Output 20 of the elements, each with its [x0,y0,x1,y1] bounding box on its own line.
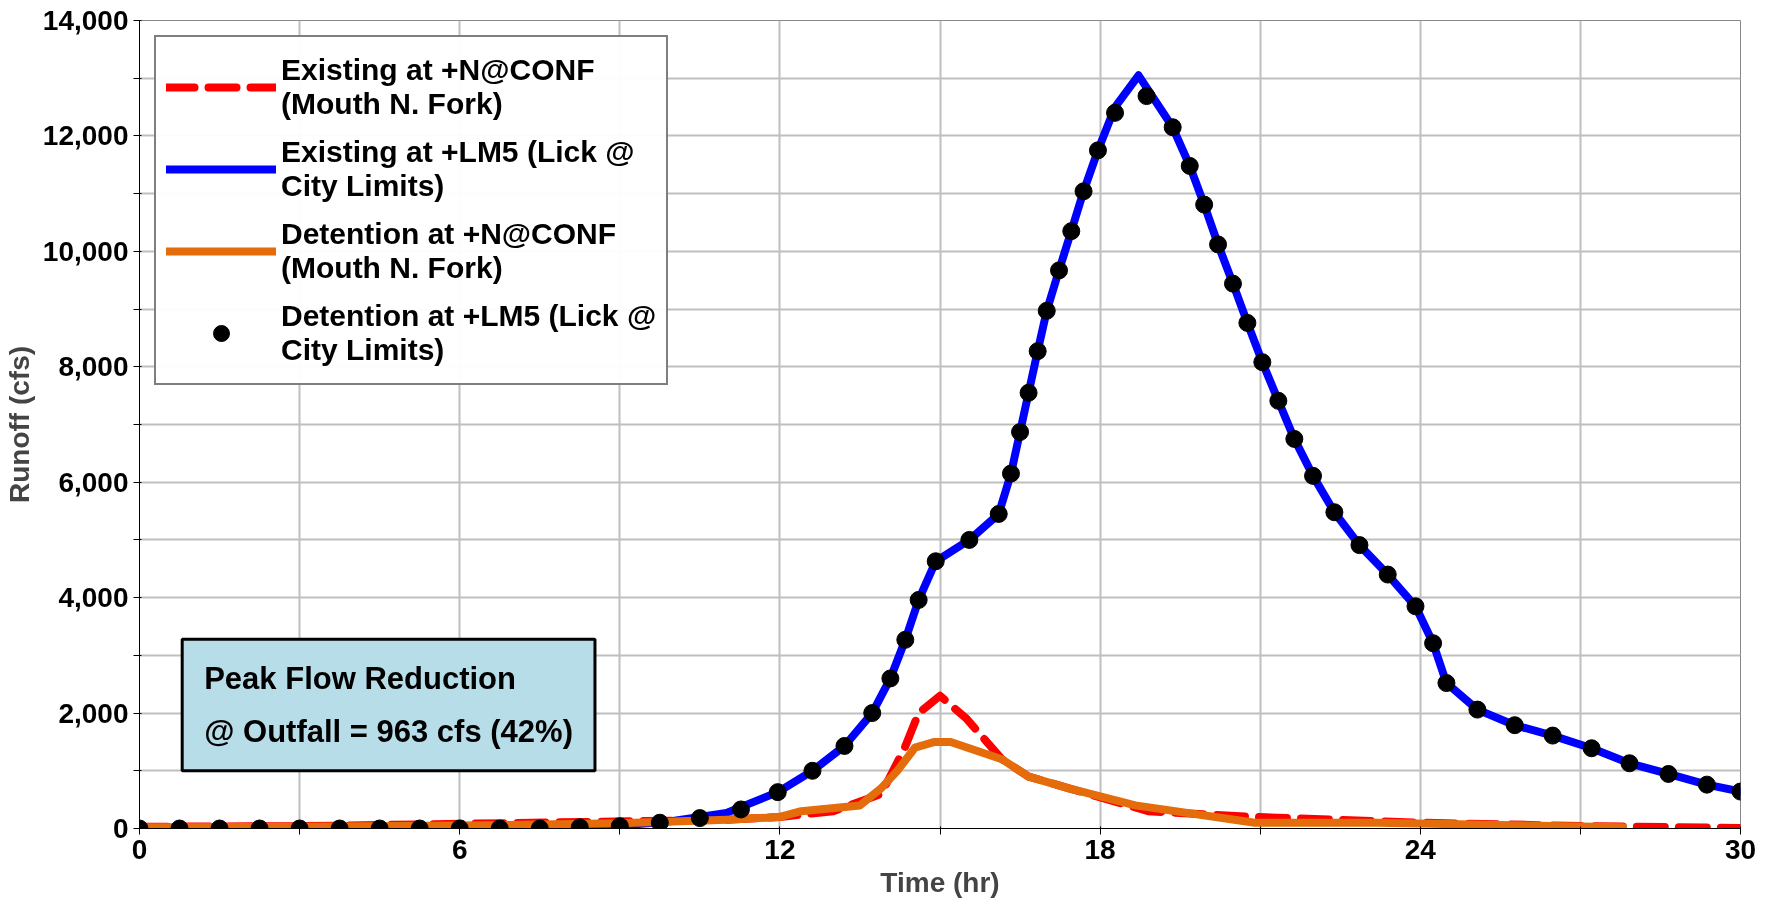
y-tick-label: 12,000 [42,120,129,152]
y-tick-label: 10,000 [42,235,129,267]
y-tick-label: 0 [112,813,129,844]
legend-label: Existing at +N@CONF (Mouth N. Fork) [281,52,595,122]
y-tick-label: 4,000 [58,582,129,614]
x-tick-label: 12 [764,833,796,865]
y-tick-label: 2,000 [58,697,129,729]
annotation: Peak Flow Reduction @ Outfall = 963 cfs (42%) [204,661,573,749]
legend-label: Existing at +LM5 (Lick @ City Limits) [281,134,635,204]
y-tick-label: 6,000 [58,466,129,498]
y-axis-title: Runoff (cfs) [3,345,35,504]
x-tick-label: 24 [1404,833,1437,865]
x-tick-label: 18 [1084,833,1116,865]
x-axis-title: Time (hr) [880,866,1000,898]
legend-label: Detention at +N@CONF (Mouth N. Fork) [281,216,617,286]
x-tick-label: 30 [1724,833,1757,865]
legend-label: Detention at +LM5 (Lick @ City Limits) [281,298,657,368]
y-tick-label: 14,000 [42,5,129,36]
x-tick-label: 6 [451,833,468,865]
y-tick-label: 8,000 [58,351,129,383]
